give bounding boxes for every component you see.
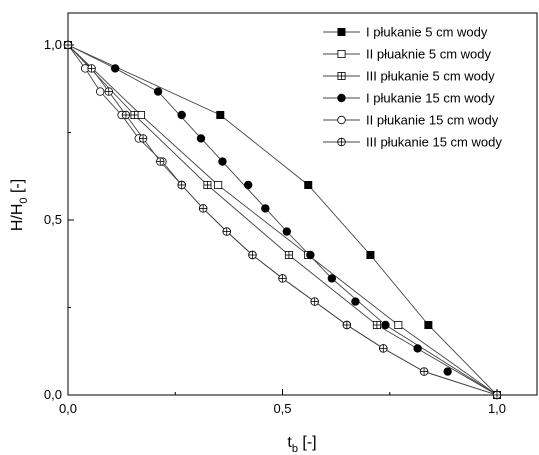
data-point: [327, 274, 337, 283]
x-tick-label: 0,0: [59, 401, 77, 416]
series-line-2: [67, 44, 498, 396]
marker-circle-filled: [306, 250, 315, 260]
data-point: [198, 204, 208, 213]
data-point: [304, 180, 313, 189]
legend-marker: [337, 50, 346, 59]
marker-square-filled: [337, 27, 346, 36]
legend-label: I płukanie 15 cm wody: [366, 91, 495, 106]
data-point: [284, 250, 293, 259]
legend-label: II płuaknie 5 cm wody: [366, 47, 492, 62]
data-point: [63, 40, 73, 50]
marker-square-filled: [424, 320, 433, 329]
data-point: [216, 111, 225, 120]
data-point: [351, 297, 360, 306]
marker-circle-open: [95, 87, 105, 96]
axis-ticks: 0,0 0,5 1,0 0,0 0,5 1,0: [44, 37, 506, 416]
marker-circle-filled: [351, 297, 360, 306]
y-axis-label: H/H0 [-]: [9, 179, 30, 231]
data-point: [306, 250, 315, 260]
data-point: [138, 134, 148, 143]
data-point: [424, 320, 433, 329]
marker-square-open: [337, 50, 346, 59]
marker-square-filled: [366, 250, 375, 259]
y-tick-label: 1,0: [44, 37, 62, 52]
legend-marker: [337, 72, 346, 81]
data-point: [419, 367, 429, 376]
data-point: [196, 134, 206, 143]
data-point: [413, 344, 422, 353]
x-tick-label: 1,0: [488, 401, 506, 416]
data-point: [153, 87, 163, 96]
data-point: [282, 227, 291, 236]
data-point: [261, 204, 270, 213]
marker-circle-filled: [177, 110, 186, 120]
marker-circle-filled: [337, 93, 346, 103]
data-point: [110, 64, 120, 73]
marker-circle-filled: [413, 344, 422, 353]
plot-frame: [67, 12, 538, 396]
legend: I płukanie 5 cm wody II płuaknie 5 cm wod…: [323, 25, 502, 150]
series-markers: [63, 40, 502, 400]
data-point: [381, 320, 390, 330]
x-axis-label-subscript: b: [292, 443, 298, 455]
marker-circle-filled: [282, 227, 291, 236]
data-point: [278, 274, 287, 283]
marker-square-filled: [216, 111, 225, 120]
data-point: [156, 157, 165, 166]
legend-label: III płukanie 5 cm wody: [366, 69, 495, 84]
marker-square-filled: [304, 180, 313, 189]
marker-circle-filled: [110, 64, 120, 73]
marker-circle-filled: [243, 180, 253, 190]
data-point: [243, 180, 253, 190]
series-line-3: [67, 44, 498, 396]
data-point: [177, 180, 186, 190]
x-tick-label: 0,5: [273, 401, 291, 416]
marker-circle-filled: [443, 367, 452, 376]
data-point: [310, 297, 319, 306]
marker-square-open: [214, 180, 223, 189]
legend-marker: [337, 115, 346, 125]
data-point: [492, 390, 502, 400]
legend-label: III płukanie 15 cm wody: [366, 135, 502, 150]
data-point: [248, 250, 257, 260]
series-line-1: [67, 44, 498, 396]
legend-label: II płukanie 15 cm wody: [366, 113, 499, 128]
legend-marker: [337, 27, 346, 36]
data-point: [95, 87, 105, 96]
data-point: [130, 111, 139, 120]
data-point: [366, 250, 375, 259]
data-point: [87, 64, 96, 73]
data-point: [394, 320, 403, 329]
marker-circle-filled: [381, 320, 390, 330]
x-axis-label: tb [-]: [287, 434, 316, 455]
legend-label: I płukanie 5 cm wody: [366, 25, 488, 40]
marker-circle-filled: [196, 134, 206, 143]
data-point: [177, 110, 186, 120]
data-point: [342, 320, 352, 330]
series-line-6: [67, 44, 498, 396]
data-point: [121, 110, 131, 120]
marker-circle-filled: [218, 157, 227, 166]
data-point: [203, 180, 212, 189]
data-point: [218, 157, 227, 166]
legend-marker: [337, 93, 346, 103]
data-point: [372, 320, 381, 329]
data-point: [379, 344, 388, 353]
marker-circle-open: [337, 115, 346, 125]
y-axis-label-subscript: 0: [18, 197, 30, 203]
data-point: [104, 87, 113, 96]
marker-square-open: [394, 320, 403, 329]
y-tick-label: 0,5: [44, 212, 62, 227]
data-point: [214, 180, 223, 189]
legend-marker: [337, 137, 346, 147]
data-point: [443, 367, 452, 376]
marker-circle-filled: [153, 87, 163, 96]
marker-circle-filled: [327, 274, 337, 283]
y-tick-label: 0,0: [44, 387, 62, 402]
marker-circle-filled: [261, 204, 270, 213]
data-point: [222, 227, 231, 236]
